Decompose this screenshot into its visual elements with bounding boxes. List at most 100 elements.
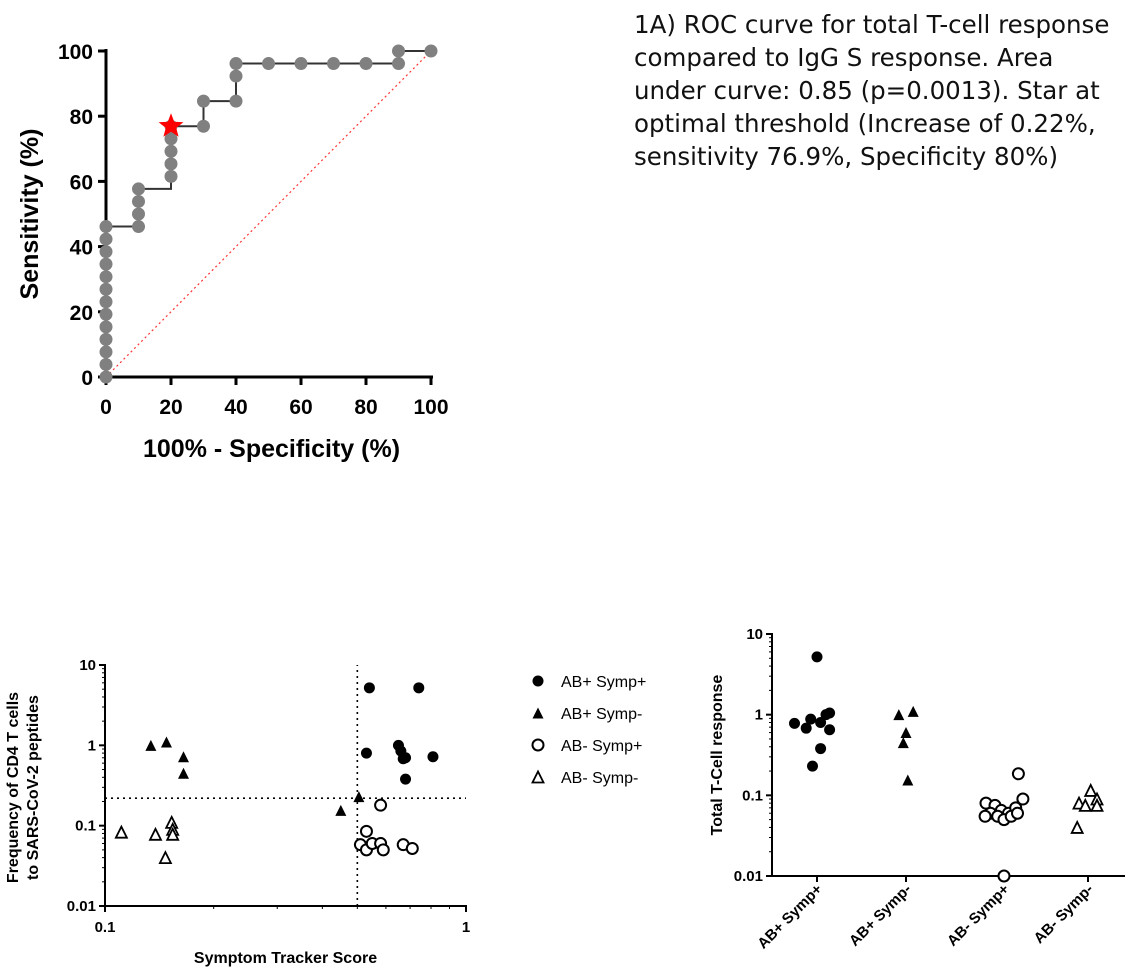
roc-point [132, 182, 145, 196]
scatter-point [158, 850, 173, 865]
strip-point [1070, 819, 1085, 834]
legend-marker [532, 675, 544, 687]
legend-label: AB+ Symp+ [561, 674, 646, 691]
roc-point [392, 44, 405, 58]
roc-point [99, 295, 113, 309]
scatter-point [178, 767, 190, 779]
roc-point [99, 332, 113, 346]
roc-point [197, 94, 210, 108]
roc-point [132, 194, 145, 208]
scatter-point [145, 739, 157, 751]
scatter-point [353, 791, 365, 803]
strip-point [1083, 782, 1098, 797]
x-axis-title: 100% - Specificity (%) [143, 435, 400, 463]
roc-point [99, 220, 113, 234]
roc-point [132, 207, 145, 221]
roc-point [359, 57, 373, 71]
strip-point [900, 727, 912, 739]
y-tick-label: 100 [58, 41, 93, 64]
legend-marker [531, 738, 545, 752]
tcell-strip-chart: 0.01 0.1 1 10 Total T-Cell response AB+ Symp+… [709, 626, 1125, 952]
roc-point [229, 94, 243, 108]
scatter-point [114, 824, 129, 839]
legend-marker [532, 707, 544, 719]
strip-point [1090, 797, 1104, 812]
y-tick-label: 60 [70, 171, 93, 194]
y-tick-label: 80 [70, 106, 93, 129]
scatter-point [165, 826, 180, 841]
scatter-point [178, 751, 190, 763]
x-tick-label: 20 [159, 396, 182, 419]
roc-point [99, 245, 113, 259]
strip-point [1011, 767, 1025, 781]
x-tick-label: 60 [289, 396, 312, 419]
strip-point [800, 722, 812, 734]
y-axis-title-line1: Frequency of CD4 T cells [5, 692, 22, 883]
scatter-point [374, 798, 388, 812]
roc-point [229, 69, 243, 83]
scatter-point [335, 804, 347, 816]
y-tick-label: 10 [79, 657, 96, 674]
legend-label: AB+ Symp- [561, 706, 642, 723]
y-tick-label: 20 [70, 302, 93, 325]
roc-point [99, 345, 113, 359]
roc-point [99, 357, 113, 371]
strip-point [789, 717, 800, 729]
x-category-label: AB- Symp- [1031, 881, 1097, 947]
x-category-label: AB+ Symp+ [754, 881, 826, 953]
strip-point [997, 869, 1011, 883]
caption-text: 1A) ROC curve for total T-cell response … [634, 10, 1110, 171]
y-axis-title: Total T-Cell response [709, 675, 726, 836]
roc-point [392, 57, 405, 71]
roc-point [99, 232, 113, 246]
x-axis-title: Symptom Tracker Score [194, 950, 377, 967]
optimal-threshold-star [158, 113, 184, 137]
roc-point [164, 157, 178, 171]
y-axis-title: Sensitivity (%) [16, 129, 44, 300]
strip-point [893, 709, 905, 721]
y-axis-title-line2: to SARS-CoV-2 peptides [25, 695, 42, 880]
x-tick-label: 0.1 [95, 919, 116, 936]
scatter-point [400, 773, 412, 785]
x-tick-label: 0 [100, 396, 112, 419]
strip-point [907, 705, 919, 717]
y-tick-label: 0.01 [734, 868, 763, 885]
roc-point [99, 320, 113, 334]
roc-point [164, 132, 178, 146]
x-tick-label: 80 [354, 396, 377, 419]
legend-marker [531, 769, 545, 784]
scatter-point [359, 824, 373, 838]
scatter-point [427, 751, 439, 763]
roc-point [327, 57, 340, 71]
legend-label: AB- Symp- [561, 770, 638, 787]
strip-point [1016, 792, 1030, 806]
strip-point [902, 774, 914, 786]
roc-point [99, 257, 113, 271]
legend: AB+ Symp+ AB+ Symp- AB- Symp+ AB- Symp- [531, 674, 646, 787]
y-tick-label: 0.1 [75, 818, 96, 835]
scatter-point [363, 682, 375, 694]
scatter-point [148, 826, 163, 841]
roc-point [229, 57, 243, 71]
x-tick-label: 40 [224, 396, 247, 419]
y-tick-label: 0.1 [742, 787, 763, 804]
strip-point [815, 716, 827, 728]
scatter-point [376, 843, 390, 857]
scatter-point [400, 752, 412, 764]
scatter-point [360, 747, 372, 759]
y-tick-label: 1 [88, 737, 96, 754]
y-tick-label: 40 [70, 237, 93, 260]
strip-point [978, 809, 992, 823]
roc-point [294, 57, 308, 71]
roc-point [99, 270, 113, 284]
roc-chart: 0 20 40 60 80 100 0 20 40 60 80 100 100% - Specifici… [16, 41, 449, 463]
y-tick-label: 10 [746, 626, 763, 643]
legend-label: AB- Symp+ [561, 738, 642, 755]
y-tick-label: 0.01 [67, 898, 96, 915]
x-tick-label: 100 [413, 396, 448, 419]
roc-point [99, 370, 113, 384]
roc-point [164, 169, 178, 183]
strip-point [824, 707, 836, 719]
strip-point [811, 651, 823, 663]
